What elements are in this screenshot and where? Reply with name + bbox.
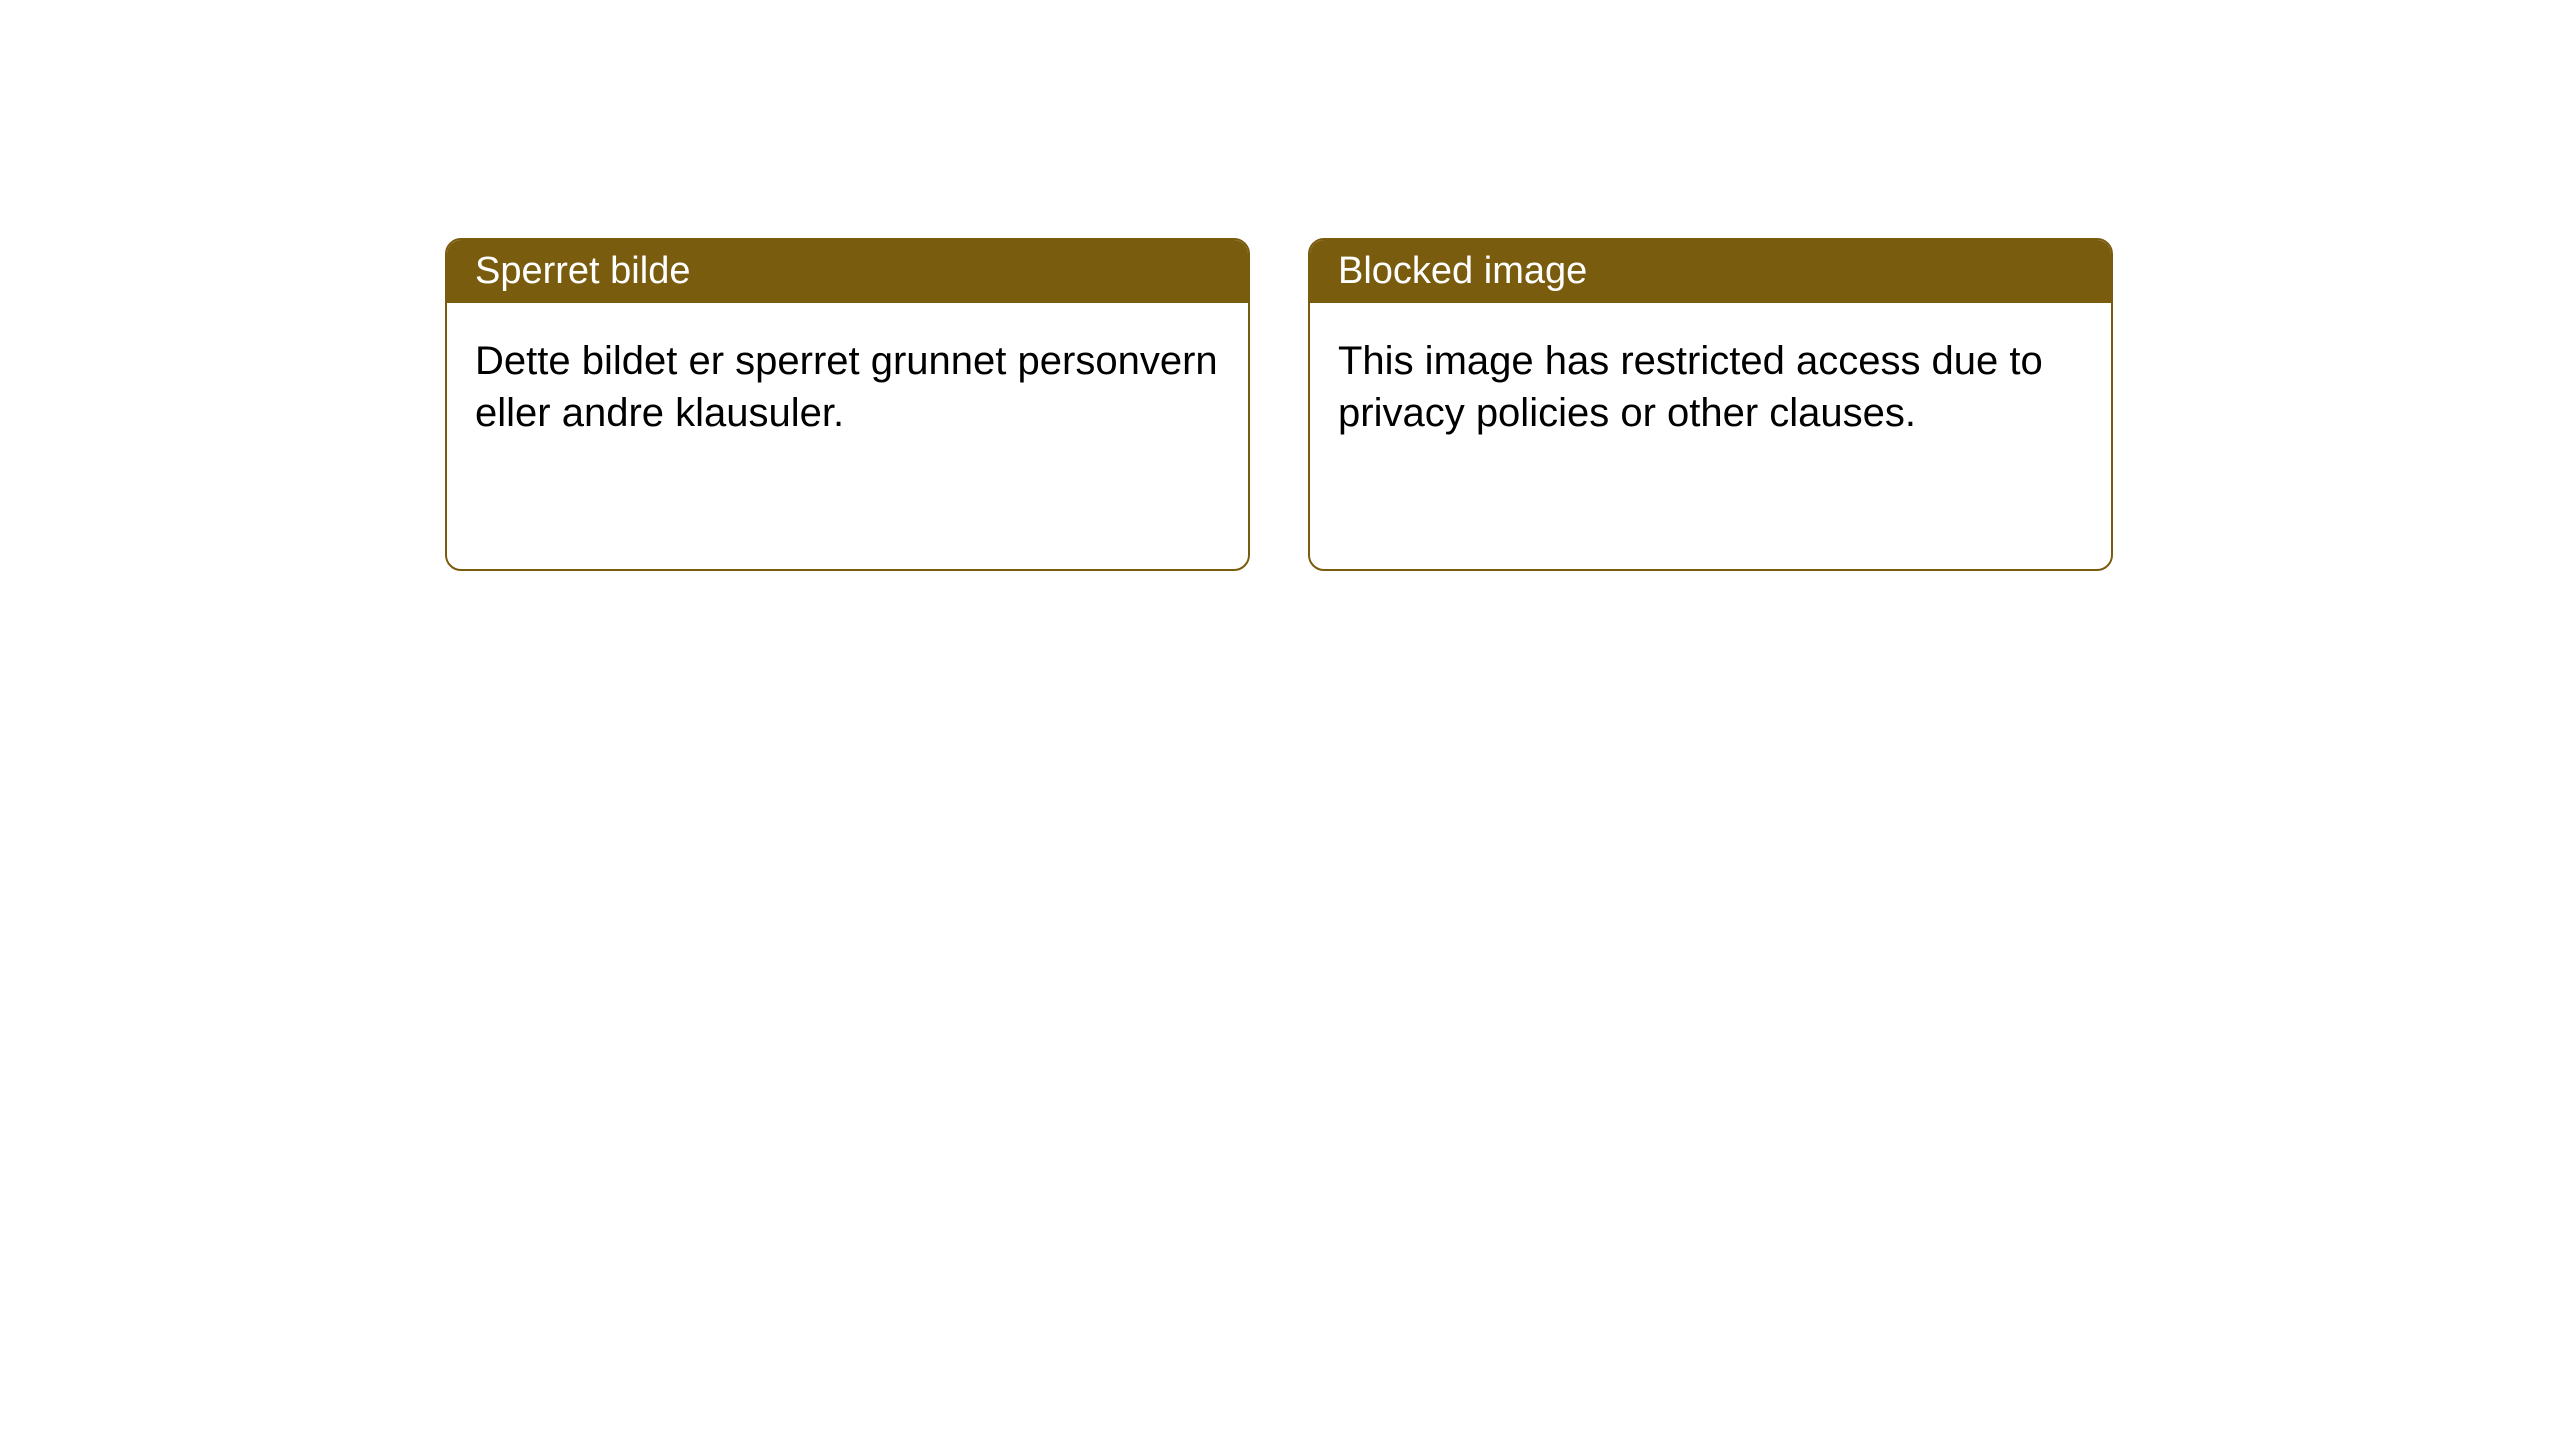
notice-card-english: Blocked image This image has restricted … — [1308, 238, 2113, 571]
notice-card-norwegian: Sperret bilde Dette bildet er sperret gr… — [445, 238, 1250, 571]
notice-body-norwegian: Dette bildet er sperret grunnet personve… — [447, 303, 1248, 471]
notice-header-norwegian: Sperret bilde — [447, 240, 1248, 303]
notice-body-english: This image has restricted access due to … — [1310, 303, 2111, 471]
notice-header-english: Blocked image — [1310, 240, 2111, 303]
notice-container: Sperret bilde Dette bildet er sperret gr… — [445, 238, 2113, 571]
